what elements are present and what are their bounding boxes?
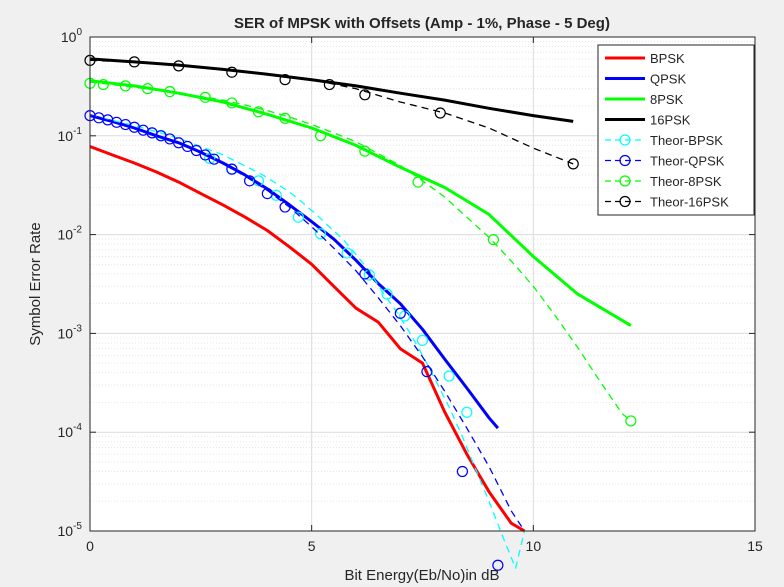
legend-label: Theor-16PSK	[650, 195, 729, 210]
data-point	[226, 66, 238, 78]
data-point	[456, 465, 468, 478]
data-point	[173, 60, 185, 72]
data-point	[567, 158, 579, 170]
legend-label: Theor-BPSK	[650, 133, 723, 148]
legend-box	[597, 44, 755, 216]
data-point	[323, 78, 335, 91]
data-point	[261, 188, 273, 200]
legend-marker	[619, 154, 631, 167]
legend: BPSK QPSK 8PSK 16PSK Theor-BPSK Theor-QPSK The…	[597, 44, 755, 216]
data-point	[443, 370, 455, 382]
x-axis-label: Bit Energy(Eb/No)in dB	[344, 567, 499, 584]
series-line	[89, 114, 526, 532]
data-point	[119, 80, 132, 92]
legend-label: 16PSK	[650, 113, 691, 128]
y-tick-label: 10-5	[58, 521, 83, 539]
legend-label: 8PSK	[650, 92, 684, 107]
y-tick-label: 100	[61, 27, 83, 45]
series-line	[89, 145, 526, 533]
data-point	[359, 268, 371, 280]
data-point	[226, 163, 238, 175]
data-point	[142, 83, 154, 95]
y-axis-label: Symbol Error Rate	[27, 222, 44, 345]
legend-entry: Theor-8PSK	[605, 174, 722, 189]
data-point	[93, 112, 105, 124]
y-tick-label: 10-4	[58, 422, 83, 440]
data-point	[492, 559, 504, 571]
data-point	[487, 234, 500, 246]
x-tick-label: 10	[526, 538, 542, 554]
data-point	[279, 112, 291, 125]
data-point	[359, 145, 371, 157]
data-point	[421, 366, 433, 378]
data-point	[416, 334, 429, 346]
plot-border	[89, 36, 756, 532]
data-point	[341, 247, 353, 259]
legend-entry: QPSK	[605, 72, 686, 87]
data-point	[270, 189, 282, 201]
series-bpsk	[89, 145, 526, 533]
data-point	[394, 307, 406, 319]
legend-marker	[619, 134, 631, 146]
legend-entry: BPSK	[605, 51, 685, 66]
data-point	[226, 97, 238, 109]
legend-marker	[619, 195, 631, 208]
y-axis-ticks: 10-5 10-4 10-3 10-2 10-1 100	[58, 27, 755, 539]
legend-label: Theor-8PSK	[650, 174, 722, 189]
data-point	[279, 201, 291, 213]
legend-entry: 8PSK	[605, 92, 684, 107]
data-point	[199, 91, 211, 103]
data-point	[208, 153, 220, 165]
data-point	[625, 415, 637, 427]
data-point	[97, 78, 109, 91]
data-point	[199, 149, 211, 161]
legend-label: QPSK	[650, 72, 686, 87]
x-tick-label: 15	[747, 538, 763, 554]
data-point	[164, 86, 176, 98]
data-point	[412, 176, 424, 188]
data-point	[292, 211, 304, 223]
x-tick-label: 5	[308, 538, 316, 554]
legend-entry: Theor-BPSK	[605, 133, 723, 148]
legend-marker	[619, 175, 631, 187]
x-tick-label: 0	[86, 538, 94, 554]
data-point	[252, 106, 265, 118]
legend-label: Theor-QPSK	[650, 154, 725, 169]
data-point	[461, 406, 473, 418]
series-line	[89, 114, 526, 569]
chart-title: SER of MPSK with Offsets (Amp - 1%, Phas…	[234, 15, 610, 32]
legend-label: BPSK	[650, 51, 685, 66]
data-point	[190, 144, 202, 157]
data-point	[314, 130, 327, 142]
data-point	[434, 107, 446, 119]
data-point	[244, 175, 256, 187]
y-tick-label: 10-2	[58, 225, 83, 243]
data-point	[359, 89, 371, 101]
data-point	[381, 288, 393, 300]
data-point	[252, 175, 265, 187]
data-point	[363, 269, 375, 281]
legend-entry: Theor-QPSK	[605, 154, 725, 169]
series-layer	[84, 54, 637, 571]
x-axis-ticks: 0 5 10 15	[86, 37, 763, 554]
y-tick-label: 10-1	[58, 126, 83, 144]
data-point	[314, 228, 327, 240]
data-point	[128, 56, 140, 68]
data-point	[279, 74, 291, 86]
legend-entry: Theor-16PSK	[605, 195, 729, 210]
y-tick-label: 10-3	[58, 323, 83, 341]
legend-entry: 16PSK	[605, 113, 691, 128]
